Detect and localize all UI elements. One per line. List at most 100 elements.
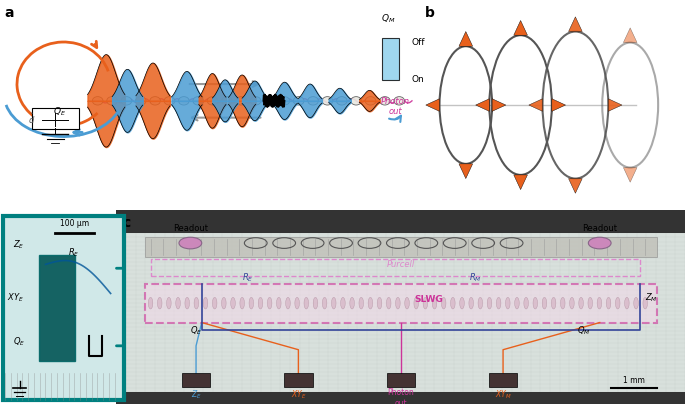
Ellipse shape	[279, 97, 290, 105]
Ellipse shape	[451, 297, 455, 309]
Ellipse shape	[250, 97, 261, 105]
Ellipse shape	[222, 97, 232, 105]
Ellipse shape	[208, 97, 218, 105]
Bar	[284, 373, 312, 387]
Bar	[386, 373, 415, 387]
Text: Photon
out: Photon out	[380, 97, 410, 116]
Ellipse shape	[231, 297, 235, 309]
Ellipse shape	[588, 297, 593, 309]
Ellipse shape	[351, 97, 362, 105]
Ellipse shape	[414, 297, 419, 309]
Ellipse shape	[286, 297, 290, 309]
Polygon shape	[459, 164, 473, 179]
Text: c: c	[122, 216, 130, 230]
Ellipse shape	[150, 97, 160, 105]
Text: $XY_E$: $XY_E$	[290, 389, 306, 401]
Ellipse shape	[148, 297, 153, 309]
Text: $\hat{d}$: $\hat{d}$	[28, 112, 36, 126]
Text: $XY_M$: $XY_M$	[495, 389, 512, 401]
Ellipse shape	[295, 297, 299, 309]
Ellipse shape	[92, 97, 103, 105]
Ellipse shape	[336, 97, 347, 105]
Ellipse shape	[304, 297, 308, 309]
Ellipse shape	[249, 297, 253, 309]
Text: SLWG: SLWG	[415, 295, 443, 304]
Bar	[116, 392, 685, 404]
Ellipse shape	[469, 297, 473, 309]
Ellipse shape	[323, 297, 327, 309]
Ellipse shape	[514, 297, 519, 309]
Text: Readout: Readout	[173, 224, 208, 234]
Text: Off: Off	[412, 38, 425, 46]
Polygon shape	[623, 168, 637, 182]
Ellipse shape	[432, 297, 437, 309]
Ellipse shape	[625, 297, 629, 309]
Ellipse shape	[588, 237, 611, 249]
Text: Photon
out: Photon out	[387, 389, 414, 404]
Ellipse shape	[394, 97, 405, 105]
Text: $Z_M$: $Z_M$	[645, 291, 658, 303]
Ellipse shape	[524, 297, 528, 309]
Text: $R_E$: $R_E$	[242, 272, 253, 284]
Polygon shape	[492, 99, 506, 112]
Ellipse shape	[212, 297, 217, 309]
FancyBboxPatch shape	[145, 284, 656, 322]
Ellipse shape	[579, 297, 584, 309]
Ellipse shape	[379, 97, 390, 105]
Text: 1 mm: 1 mm	[623, 376, 645, 385]
Text: $Q_E$: $Q_E$	[13, 336, 25, 348]
Text: $Q_M$: $Q_M$	[577, 324, 590, 337]
Ellipse shape	[560, 297, 565, 309]
Ellipse shape	[365, 97, 376, 105]
Ellipse shape	[597, 297, 601, 309]
Text: $R_E$: $R_E$	[68, 246, 79, 259]
Polygon shape	[608, 99, 622, 112]
Ellipse shape	[359, 297, 364, 309]
Ellipse shape	[606, 297, 611, 309]
Bar	[116, 210, 685, 234]
Ellipse shape	[615, 297, 620, 309]
Ellipse shape	[423, 297, 427, 309]
Text: Readout: Readout	[582, 224, 617, 234]
FancyBboxPatch shape	[3, 216, 123, 400]
Text: 100 µm: 100 µm	[60, 219, 89, 227]
Ellipse shape	[386, 297, 391, 309]
Ellipse shape	[121, 97, 132, 105]
Ellipse shape	[634, 297, 638, 309]
Polygon shape	[459, 32, 473, 46]
Text: b: b	[425, 6, 434, 20]
Ellipse shape	[542, 297, 547, 309]
Text: $R_M$: $R_M$	[469, 272, 482, 284]
Ellipse shape	[368, 297, 373, 309]
Ellipse shape	[460, 297, 464, 309]
Ellipse shape	[176, 297, 180, 309]
FancyBboxPatch shape	[32, 108, 79, 129]
Ellipse shape	[313, 297, 318, 309]
Ellipse shape	[332, 297, 336, 309]
Ellipse shape	[267, 297, 272, 309]
Text: $Z_E$: $Z_E$	[190, 389, 201, 401]
Text: $Q_E$: $Q_E$	[190, 324, 203, 337]
Polygon shape	[475, 99, 489, 112]
Ellipse shape	[396, 297, 400, 309]
Ellipse shape	[203, 297, 208, 309]
Ellipse shape	[551, 297, 556, 309]
Ellipse shape	[166, 297, 171, 309]
Ellipse shape	[340, 297, 345, 309]
Ellipse shape	[185, 297, 190, 309]
Polygon shape	[529, 99, 543, 112]
Ellipse shape	[258, 297, 263, 309]
Polygon shape	[569, 179, 582, 193]
Text: a: a	[4, 6, 14, 20]
Polygon shape	[426, 99, 440, 112]
Ellipse shape	[570, 297, 574, 309]
Ellipse shape	[193, 97, 203, 105]
Text: $Z_E$: $Z_E$	[13, 239, 25, 251]
Bar	[39, 255, 75, 361]
Ellipse shape	[533, 297, 538, 309]
Bar	[145, 237, 656, 257]
Ellipse shape	[107, 97, 117, 105]
Ellipse shape	[293, 97, 304, 105]
Ellipse shape	[136, 97, 146, 105]
Polygon shape	[382, 38, 399, 80]
